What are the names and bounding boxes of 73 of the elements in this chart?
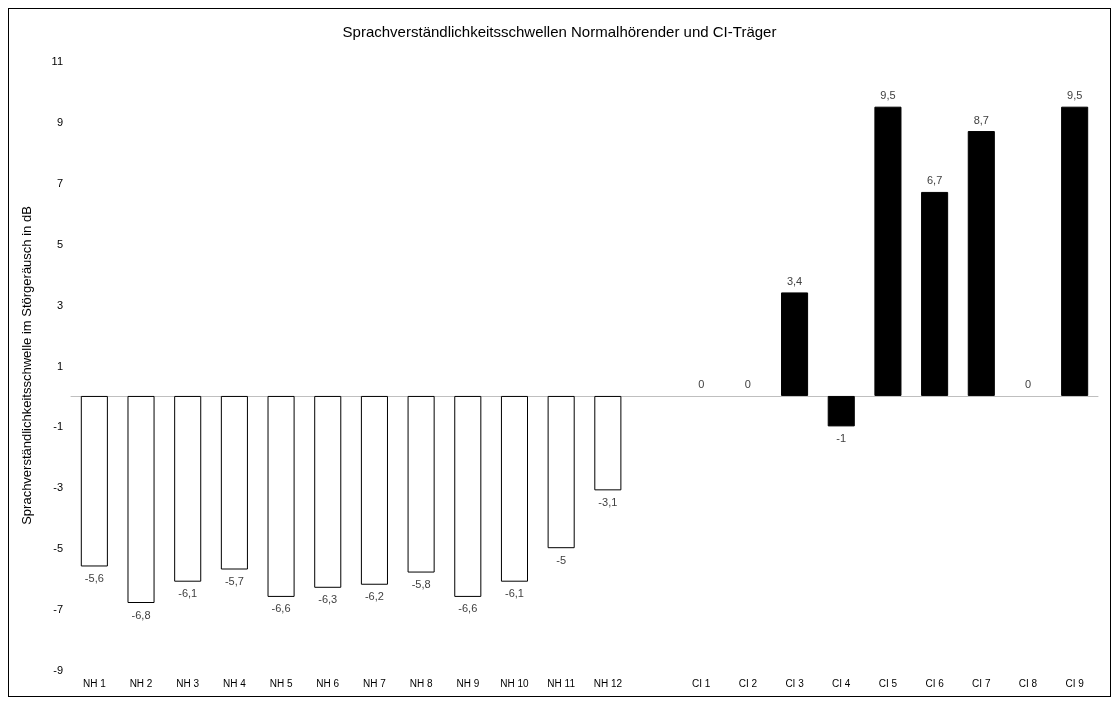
bar: [967, 131, 995, 396]
x-tick-label: CI 5: [878, 677, 898, 689]
x-tick-label: NH 10: [500, 677, 530, 689]
data-label: -6,1: [504, 587, 524, 600]
x-tick-label: NH 12: [593, 677, 623, 689]
x-tick-label: NH 4: [222, 677, 247, 689]
y-tick-label: 7: [56, 176, 63, 189]
bar: [1061, 106, 1089, 396]
bar: [314, 395, 342, 588]
bar: [80, 395, 108, 567]
data-label: -5,6: [84, 571, 104, 584]
bar: [921, 191, 949, 396]
x-tick-label: CI 6: [925, 677, 945, 689]
x-tick-label: NH 9: [456, 677, 480, 689]
x-tick-label: CI 3: [785, 677, 805, 689]
x-tick-label: NH 8: [409, 677, 433, 689]
data-label: -5,8: [411, 578, 431, 591]
data-label: -6,3: [318, 593, 338, 606]
bar: [407, 395, 435, 573]
x-tick-label: NH 1: [82, 677, 107, 689]
y-tick-label: -9: [53, 664, 63, 676]
bar: [500, 395, 529, 582]
data-label: 6,7: [926, 174, 943, 187]
data-label: -6,6: [458, 602, 478, 615]
data-label: -6,2: [364, 590, 384, 603]
x-tick-label: CI 2: [738, 677, 758, 689]
y-tick-label: 9: [56, 115, 63, 128]
data-label: 9,5: [1067, 89, 1083, 102]
bar: [594, 395, 622, 491]
data-label: -6,8: [131, 608, 151, 621]
chart-title: Sprachverständlichkeitsschwellen Normalhörender und CI-Träger: [342, 23, 777, 40]
bar: [127, 395, 155, 604]
bar: [220, 395, 248, 570]
x-tick-label: CI 4: [832, 677, 851, 689]
data-label: -6,1: [178, 587, 198, 600]
bar: [874, 106, 902, 396]
y-tick-label: 3: [56, 298, 63, 311]
x-tick-label: CI 8: [1018, 677, 1038, 689]
y-tick-label: -1: [53, 420, 63, 433]
data-label: -5,7: [224, 575, 244, 588]
y-tick-label: -7: [53, 603, 63, 616]
x-tick-label: CI 1: [692, 677, 711, 689]
data-label: 0: [1024, 378, 1032, 391]
x-tick-label: NH 11: [547, 677, 576, 689]
bar: [547, 395, 575, 549]
y-axis-title: Sprachverständlichkeitsschwelle im Störgeräusch in dB: [19, 206, 34, 525]
data-label: -5: [556, 553, 567, 566]
data-label: 8,7: [973, 113, 989, 126]
data-label: -6,6: [271, 602, 291, 615]
x-tick-label: CI 9: [1065, 677, 1085, 689]
y-tick-label: 5: [56, 237, 63, 250]
y-tick-label: -5: [53, 542, 63, 555]
bar: [174, 395, 202, 582]
x-tick-label: NH 7: [363, 677, 387, 689]
data-label: 0: [698, 378, 705, 391]
y-tick-label: 1: [56, 359, 63, 372]
y-tick-label: 11: [51, 55, 63, 67]
x-tick-label: NH 3: [176, 677, 200, 689]
x-tick-label: CI 7: [972, 677, 991, 689]
bar: [454, 395, 482, 597]
x-tick-label: NH 2: [129, 677, 153, 689]
y-tick-label: -3: [53, 481, 63, 494]
data-label: 3,4: [786, 274, 803, 287]
bar: [267, 395, 295, 597]
data-label: 0: [744, 378, 751, 391]
bar: [360, 395, 388, 585]
x-tick-label: NH 6: [316, 677, 340, 689]
data-label: 9,5: [880, 89, 896, 102]
data-label: -3,1: [598, 495, 618, 508]
bar: [781, 292, 809, 396]
bar: [827, 395, 855, 427]
data-label: -1: [836, 431, 847, 444]
x-tick-label: NH 5: [269, 677, 293, 689]
